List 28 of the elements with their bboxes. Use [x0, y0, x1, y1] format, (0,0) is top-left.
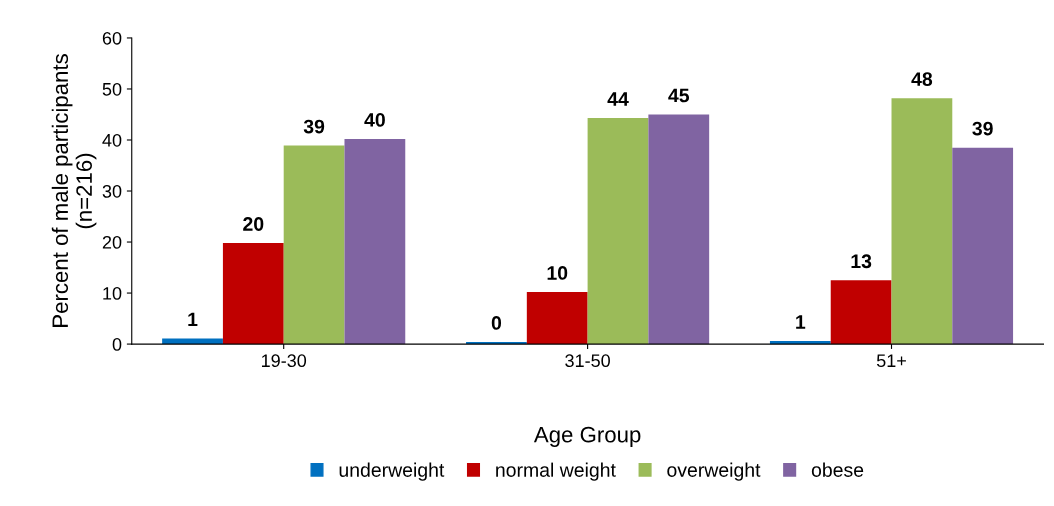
y-tick-label: 20 — [102, 235, 122, 249]
x-tick-label: 31-50 — [565, 354, 610, 368]
y-tick-label: 60 — [102, 31, 122, 45]
legend-label: underweight — [339, 462, 445, 481]
data-label: 20 — [243, 217, 264, 231]
data-label: 1 — [188, 312, 198, 327]
data-label: 10 — [547, 266, 568, 280]
data-label: 40 — [364, 113, 385, 127]
data-label: 1 — [796, 315, 806, 329]
y-tick-label: 50 — [102, 82, 122, 96]
x-tick-label: 19-30 — [261, 354, 307, 368]
y-tick-label: 0 — [112, 338, 122, 351]
y-tick-label: 40 — [102, 133, 122, 147]
legend-label: overweight — [667, 462, 761, 481]
data-label: 45 — [668, 88, 690, 103]
data-label: 48 — [911, 72, 933, 86]
y-axis-title: Percent of male participants (n=216) — [51, 54, 97, 327]
data-label: 39 — [303, 119, 325, 134]
data-label: 39 — [972, 121, 993, 136]
legend-label: obese — [811, 462, 864, 477]
y-tick-label: 10 — [103, 286, 122, 300]
legend-label: normal weight — [496, 462, 616, 481]
y-tick-label: 30 — [102, 184, 122, 198]
data-label: 44 — [607, 92, 629, 106]
x-tick-label: 51+ — [876, 354, 906, 368]
x-axis-title: Age Group — [533, 426, 641, 447]
data-label: 13 — [851, 254, 872, 269]
data-label: 0 — [491, 316, 502, 330]
